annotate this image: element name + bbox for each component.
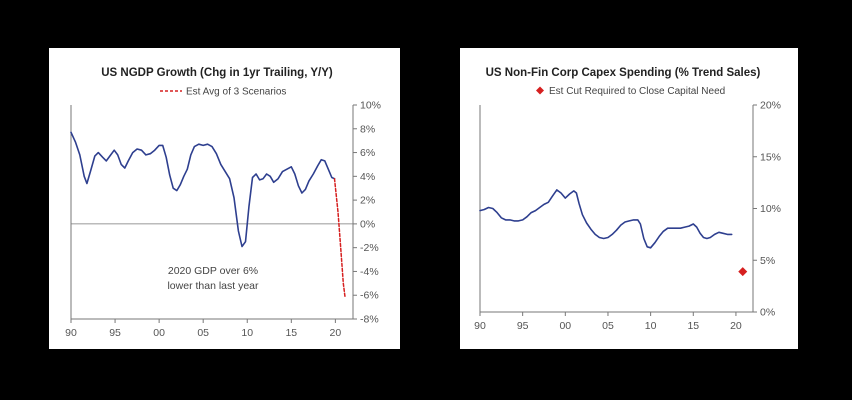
x-tick-label: 15 <box>285 327 297 339</box>
y-tick-label: 15% <box>760 151 781 163</box>
x-tick-label: 90 <box>65 327 77 339</box>
x-tick-label: 90 <box>474 320 486 332</box>
x-tick-label: 05 <box>602 320 614 332</box>
ngdp-growth-chart: US NGDP Growth (Chg in 1yr Trailing, Y/Y… <box>65 67 381 339</box>
estimate-diamond-point <box>738 267 748 277</box>
x-tick-label: 10 <box>241 327 253 339</box>
legend-diamond-swatch <box>536 86 544 95</box>
series-line <box>479 189 733 249</box>
legend-label: Est Cut Required to Close Capital Need <box>549 86 725 97</box>
capex-spending-chart: US Non-Fin Corp Capex Spending (% Trend … <box>474 67 781 332</box>
x-tick-label: 20 <box>330 327 342 339</box>
y-tick-label: -4% <box>360 266 379 278</box>
y-tick-label: 6% <box>360 147 375 159</box>
x-tick-label: 00 <box>559 320 571 332</box>
y-tick-label: -8% <box>360 314 379 326</box>
y-tick-label: 4% <box>360 171 375 183</box>
y-tick-label: -6% <box>360 290 379 302</box>
chart-title: US Non-Fin Corp Capex Spending (% Trend … <box>486 67 761 79</box>
x-tick-label: 10 <box>645 320 657 332</box>
y-tick-label: 5% <box>760 255 775 267</box>
y-tick-label: 20% <box>760 100 781 112</box>
series-line <box>70 131 336 248</box>
x-tick-label: 20 <box>730 320 742 332</box>
y-tick-label: 2% <box>360 195 375 207</box>
estimate-dashed-line <box>333 177 346 299</box>
x-tick-label: 00 <box>153 327 165 339</box>
legend-label: Est Avg of 3 Scenarios <box>186 87 286 98</box>
y-tick-label: 10% <box>360 100 381 112</box>
y-tick-label: 0% <box>360 218 375 230</box>
x-tick-label: 15 <box>687 320 699 332</box>
chart-title: US NGDP Growth (Chg in 1yr Trailing, Y/Y… <box>101 67 333 79</box>
x-tick-label: 95 <box>517 320 529 332</box>
y-tick-label: 10% <box>760 203 781 215</box>
y-tick-label: 8% <box>360 123 375 135</box>
capex-spending-chart-panel: US Non-Fin Corp Capex Spending (% Trend … <box>460 48 798 349</box>
annotation-line-1: 2020 GDP over 6% <box>168 265 258 277</box>
x-tick-label: 05 <box>197 327 209 339</box>
ngdp-growth-chart-panel: US NGDP Growth (Chg in 1yr Trailing, Y/Y… <box>49 48 400 349</box>
y-tick-label: -2% <box>360 242 379 254</box>
annotation-line-2: lower than last year <box>167 280 259 292</box>
y-tick-label: 0% <box>760 307 775 319</box>
x-tick-label: 95 <box>109 327 121 339</box>
